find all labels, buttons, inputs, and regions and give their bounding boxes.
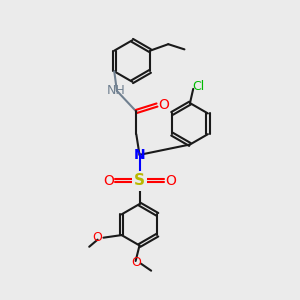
Text: O: O (165, 174, 176, 188)
Text: N: N (134, 148, 145, 162)
Text: O: O (131, 256, 141, 269)
Text: NH: NH (107, 84, 126, 97)
Text: S: S (134, 173, 145, 188)
Text: O: O (93, 230, 103, 244)
Text: O: O (158, 98, 169, 112)
Text: Cl: Cl (192, 80, 205, 93)
Text: O: O (103, 174, 114, 188)
